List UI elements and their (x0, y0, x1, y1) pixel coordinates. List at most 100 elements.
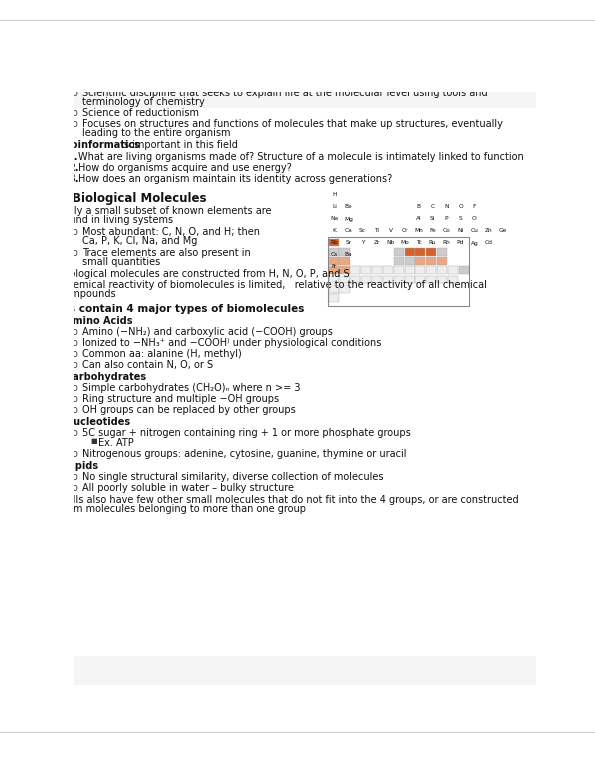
Text: O: O (458, 205, 463, 209)
Text: Trace elements are also present in: Trace elements are also present in (82, 248, 250, 258)
FancyBboxPatch shape (350, 276, 361, 283)
FancyBboxPatch shape (74, 92, 536, 108)
Text: is important in this field: is important in this field (118, 140, 238, 150)
Text: from molecules belonging to more than one group: from molecules belonging to more than on… (60, 504, 306, 514)
Text: o: o (72, 227, 78, 237)
Text: Rb: Rb (331, 240, 339, 246)
Text: -: - (52, 269, 56, 279)
FancyBboxPatch shape (372, 276, 382, 283)
Text: Cells contain 4 major types of biomolecules: Cells contain 4 major types of biomolecu… (47, 304, 305, 314)
FancyBboxPatch shape (383, 266, 393, 274)
Text: o: o (72, 119, 78, 129)
FancyBboxPatch shape (328, 257, 339, 265)
Text: Si: Si (430, 216, 435, 222)
FancyBboxPatch shape (415, 248, 425, 256)
FancyBboxPatch shape (383, 276, 393, 283)
Text: K: K (333, 229, 336, 233)
Text: Na: Na (330, 216, 339, 222)
Text: Cl: Cl (472, 216, 477, 222)
FancyBboxPatch shape (415, 266, 425, 274)
Text: Mg: Mg (344, 216, 353, 222)
FancyBboxPatch shape (361, 276, 371, 283)
FancyBboxPatch shape (405, 248, 415, 256)
Text: study of chemical processes and chemical transformations in living organisms: study of chemical processes and chemical… (108, 76, 494, 86)
FancyBboxPatch shape (372, 266, 382, 274)
FancyBboxPatch shape (437, 276, 447, 283)
Text: What are living organisms made of? Structure of a molecule is intimately linked : What are living organisms made of? Struc… (78, 152, 524, 162)
FancyBboxPatch shape (328, 239, 339, 246)
Text: Simple carbohydrates (CH₂O)ₙ where n >= 3: Simple carbohydrates (CH₂O)ₙ where n >= … (82, 383, 300, 393)
Text: Ba: Ba (345, 253, 352, 257)
FancyBboxPatch shape (405, 276, 415, 283)
Text: o: o (72, 349, 78, 359)
Text: Zr: Zr (373, 240, 380, 246)
Text: Ex. ATP: Ex. ATP (98, 438, 134, 448)
Text: Only a small subset of known elements are: Only a small subset of known elements ar… (60, 206, 271, 216)
FancyBboxPatch shape (448, 266, 458, 274)
Text: Common aa: alanine (H, methyl): Common aa: alanine (H, methyl) (82, 349, 242, 359)
Text: Most abundant: C, N, O, and H; then: Most abundant: C, N, O, and H; then (82, 227, 260, 237)
Text: find more resources at oneclass.com: find more resources at oneclass.com (402, 742, 581, 752)
FancyBboxPatch shape (394, 276, 404, 283)
FancyBboxPatch shape (394, 248, 404, 256)
FancyBboxPatch shape (405, 257, 415, 265)
Text: o: o (72, 405, 78, 415)
Text: Chapter 1: The Chemical Basis of Life: Chapter 1: The Chemical Basis of Life (47, 45, 281, 55)
Text: Co: Co (443, 229, 450, 233)
Text: Fe: Fe (429, 229, 436, 233)
Text: o: o (72, 108, 78, 118)
Text: Amino (−NH₂) and carboxylic acid (−COOH) groups: Amino (−NH₂) and carboxylic acid (−COOH)… (82, 327, 333, 337)
Text: C: C (430, 205, 434, 209)
FancyBboxPatch shape (426, 266, 436, 274)
Text: N: N (444, 205, 449, 209)
Text: Bioinformatics: Bioinformatics (60, 140, 140, 150)
Text: OneClass: OneClass (27, 742, 98, 757)
Text: -: - (52, 280, 56, 290)
Text: 5C sugar + nitrogen containing ring + 1 or more phosphate groups: 5C sugar + nitrogen containing ring + 1 … (82, 428, 411, 438)
Text: Chemical reactivity of biomolecules is limited,   relative to the reactivity of : Chemical reactivity of biomolecules is l… (60, 280, 487, 290)
FancyBboxPatch shape (437, 257, 447, 265)
FancyBboxPatch shape (328, 248, 339, 256)
Text: 1.1 What is Biochemistry?: 1.1 What is Biochemistry? (47, 61, 220, 74)
Text: 1.: 1. (68, 152, 79, 162)
Text: Cd: Cd (484, 240, 493, 246)
FancyBboxPatch shape (405, 266, 415, 274)
Text: o: o (72, 449, 78, 459)
Text: Ni: Ni (458, 229, 464, 233)
FancyBboxPatch shape (415, 257, 425, 265)
Text: H: H (332, 192, 337, 197)
Text: 4.: 4. (56, 461, 67, 471)
Text: Scientific discipline that seeks to explain life at the molecular level using to: Scientific discipline that seeks to expl… (82, 88, 488, 98)
FancyBboxPatch shape (415, 276, 425, 283)
Text: o: o (72, 360, 78, 370)
Text: Cs: Cs (331, 253, 338, 257)
FancyBboxPatch shape (339, 285, 349, 293)
FancyBboxPatch shape (459, 266, 469, 274)
Text: Ca: Ca (345, 229, 352, 233)
Text: Ru: Ru (428, 240, 436, 246)
Text: 3.: 3. (56, 417, 67, 427)
Text: Sr: Sr (346, 240, 352, 246)
Text: F: F (473, 205, 476, 209)
Text: Can also contain N, O, or S: Can also contain N, O, or S (82, 360, 213, 370)
FancyBboxPatch shape (426, 248, 436, 256)
Text: o: o (72, 394, 78, 404)
FancyBboxPatch shape (328, 276, 339, 283)
FancyBboxPatch shape (437, 248, 447, 256)
Text: o: o (72, 248, 78, 258)
Text: -: - (52, 76, 56, 86)
Text: Mo: Mo (400, 240, 409, 246)
Text: No single structural similarity, diverse collection of molecules: No single structural similarity, diverse… (82, 472, 384, 482)
Text: Science of reductionism: Science of reductionism (82, 108, 199, 118)
Text: 1.2 Biological Molecules: 1.2 Biological Molecules (47, 192, 206, 205)
Text: Fr: Fr (332, 265, 337, 270)
FancyBboxPatch shape (394, 266, 404, 274)
Text: small quantities: small quantities (82, 257, 160, 267)
Text: find more resources at oneclass.com: find more resources at oneclass.com (402, 13, 581, 23)
Text: P: P (444, 216, 448, 222)
FancyBboxPatch shape (350, 266, 361, 274)
Text: Ti: Ti (374, 229, 379, 233)
Text: Al: Al (416, 216, 421, 222)
Text: How do organisms acquire and use energy?: How do organisms acquire and use energy? (78, 163, 292, 173)
Text: 3.: 3. (68, 174, 79, 184)
